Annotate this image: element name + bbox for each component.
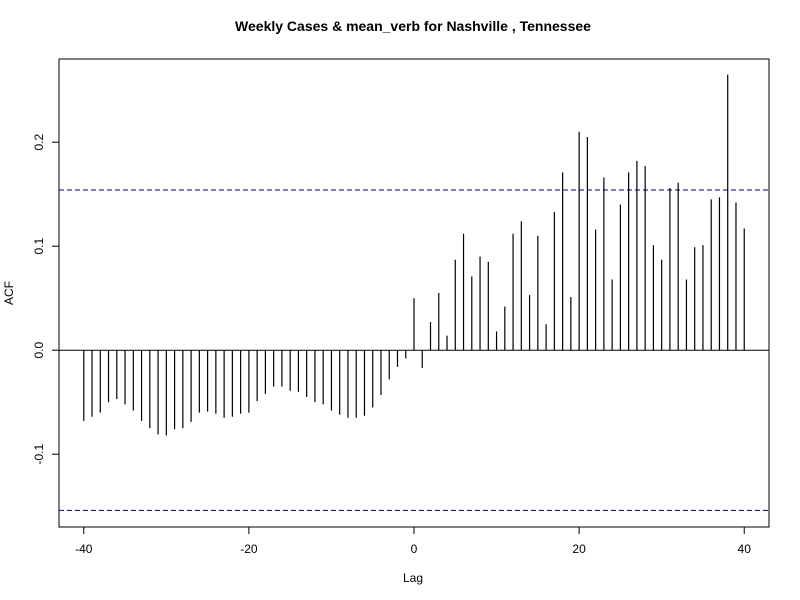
y-tick-label: -0.1 <box>32 444 46 465</box>
y-tick-label: 0.0 <box>32 342 46 359</box>
plot-frame <box>58 58 770 528</box>
y-axis-label: ACF <box>2 281 16 305</box>
x-tick-label: -40 <box>75 542 93 556</box>
x-axis-label: Lag <box>403 571 423 585</box>
chart-title: Weekly Cases & mean_verb for Nashville ,… <box>235 18 591 34</box>
x-tick-label: 0 <box>411 542 418 556</box>
x-tick-label: 20 <box>572 542 586 556</box>
y-tick-label: 0.1 <box>32 238 46 255</box>
x-tick-label: -20 <box>240 542 258 556</box>
y-tick-label: 0.2 <box>32 134 46 151</box>
plot-area: -40 -20 0 20 40 -0.1 0.0 0.1 0.2 <box>32 58 770 556</box>
x-tick-label: 40 <box>738 542 752 556</box>
